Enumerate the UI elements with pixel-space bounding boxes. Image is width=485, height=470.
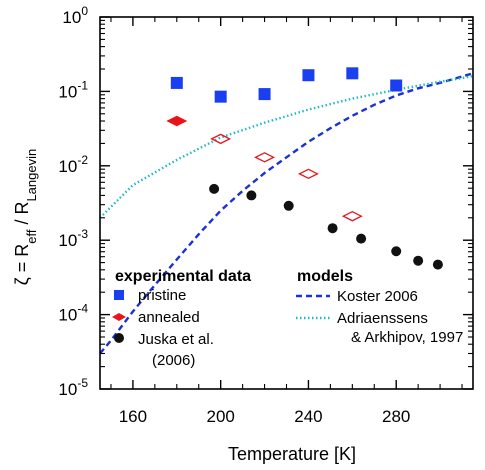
pristine-point [346,67,359,80]
legend-annealed-marker [112,313,126,321]
x-axis-label: Temperature [K] [228,444,356,464]
juska-point [391,246,402,257]
model-curve-koster [99,72,474,355]
x-tick-label: 160 [119,407,147,426]
pristine-point [302,69,315,82]
legend-pristine-marker [114,290,124,300]
legend-experimental-title: experimental data [115,268,251,285]
y-axis-label: ζ = Reff / RLangevin [12,149,39,285]
data-markers [166,67,443,270]
juska-point [327,223,338,234]
x-tick-label: 200 [206,407,234,426]
pristine-point [258,88,271,101]
model-curves [99,72,474,355]
legend-adriaenssens-label-1: Adriaenssens [337,310,428,327]
x-tick-label: 280 [382,407,410,426]
x-tick-label: 240 [294,407,322,426]
y-tick-label: 10-3 [58,227,88,250]
tick-labels: 160 200 240 280 100 10-1 10-2 10-3 10-4 10-5 [58,4,410,426]
juska-point [246,190,257,201]
y-tick-label: 10-1 [58,78,88,101]
y-tick-label: 10-4 [58,302,88,325]
axis-ticks [100,16,473,390]
y-tick-label: 10-5 [58,376,88,399]
annealed-point [210,133,232,145]
juska-point [209,183,220,194]
legend-adriaenssens-label-2: & Arkhipov, 1997 [351,329,463,346]
y-axis-label-sub-eff: eff [24,229,39,244]
legend-pristine-label: pristine [138,287,186,304]
legend-koster-label: Koster 2006 [337,288,418,305]
y-axis-label-sub-langevin: Langevin [24,149,39,202]
pristine-point [390,79,403,92]
legend-juska-label-2: (2006) [152,352,195,369]
annealed-point [254,152,276,163]
juska-point [432,259,443,270]
pristine-point [170,76,183,89]
model-curve-adriaenssens [99,75,474,219]
annealed-point [166,115,188,127]
y-axis-label-mid: / R [12,202,32,230]
legend-annealed-label: annealed [138,309,200,326]
pristine-point [214,90,227,103]
y-axis-label-lead: ζ = R [12,244,32,285]
juska-point [356,233,367,244]
juska-point [413,255,424,266]
y-tick-label: 10-2 [58,153,88,176]
legend-juska-marker [114,333,124,343]
annealed-point [341,211,363,222]
y-tick-label: 100 [62,4,88,27]
juska-point [283,200,294,211]
legend-models-title: models [297,268,353,285]
legend-juska-label-1: Juska et al. [138,331,214,348]
legend: experimental data pristine annealed Jusk… [112,268,463,369]
annealed-point [297,168,319,180]
